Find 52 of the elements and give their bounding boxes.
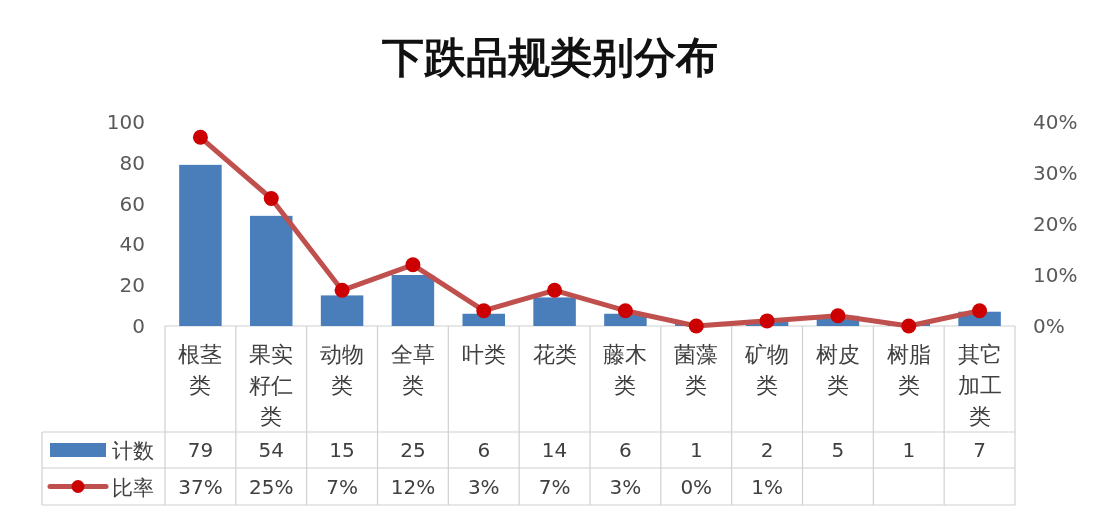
- data-label: 5: [831, 438, 845, 462]
- data-label: 7%: [326, 474, 358, 499]
- data-label: 54: [258, 438, 284, 462]
- y2-tick-label: 0%: [1033, 314, 1065, 338]
- x-tick-label: 动物类: [320, 342, 365, 398]
- data-label: 25%: [249, 474, 294, 499]
- y-tick-label: 20: [119, 273, 145, 298]
- data-label: 1%: [751, 474, 783, 499]
- data-label: 6: [619, 438, 632, 462]
- x-tick-label: 树脂类: [886, 342, 931, 398]
- data-label: 25: [400, 438, 426, 462]
- x-tick-label: 矿物类: [744, 342, 790, 398]
- x-tick-label: 全草类: [390, 342, 435, 398]
- data-label: 1: [902, 438, 916, 462]
- x-tick-label: 其它加工类: [957, 342, 1002, 429]
- data-label: 6: [477, 438, 491, 462]
- bar: [179, 164, 222, 326]
- x-tick-label: 树皮类: [815, 342, 860, 398]
- data-label: 1: [689, 438, 703, 462]
- data-label: 3%: [467, 474, 500, 499]
- y-tick-label: 60: [119, 191, 145, 216]
- data-label: 37%: [178, 474, 223, 499]
- y-tick-label: 40: [119, 232, 145, 257]
- legend-label: 计数: [112, 439, 154, 463]
- data-label: 14: [541, 438, 568, 462]
- data-label: 2: [760, 438, 774, 462]
- bar: [320, 295, 364, 326]
- data-label: 79: [187, 438, 214, 462]
- x-tick-label: 花类: [532, 342, 577, 367]
- y2-tick-label: 40%: [1033, 110, 1078, 134]
- data-label: 12%: [390, 474, 436, 499]
- x-tick-label: 菌藻类: [674, 342, 719, 398]
- y-tick-label: 100: [106, 110, 145, 134]
- x-tick-label: 根茎类: [178, 342, 223, 398]
- data-label: 7%: [538, 474, 571, 499]
- x-tick-label: 藤木类: [603, 342, 648, 398]
- bar: [391, 275, 435, 326]
- y2-tick-label: 20%: [1033, 212, 1078, 236]
- y-tick-label: 80: [119, 150, 145, 175]
- legend-label: 比率: [112, 475, 154, 500]
- data-label: 0%: [680, 474, 713, 499]
- y2-tick-label: 30%: [1033, 161, 1078, 185]
- y-tick-label: 0: [132, 314, 145, 338]
- bar: [533, 297, 576, 326]
- chart-title: 下跌品规类别分布: [381, 33, 718, 82]
- data-label: 7: [973, 438, 986, 462]
- y2-tick-label: 10%: [1033, 263, 1078, 287]
- data-label: 15: [329, 438, 355, 462]
- bar: [250, 215, 293, 326]
- data-label: 3%: [609, 474, 642, 499]
- x-tick-label: 叶类: [461, 342, 506, 367]
- x-tick-label: 果实籽仁类: [249, 342, 294, 429]
